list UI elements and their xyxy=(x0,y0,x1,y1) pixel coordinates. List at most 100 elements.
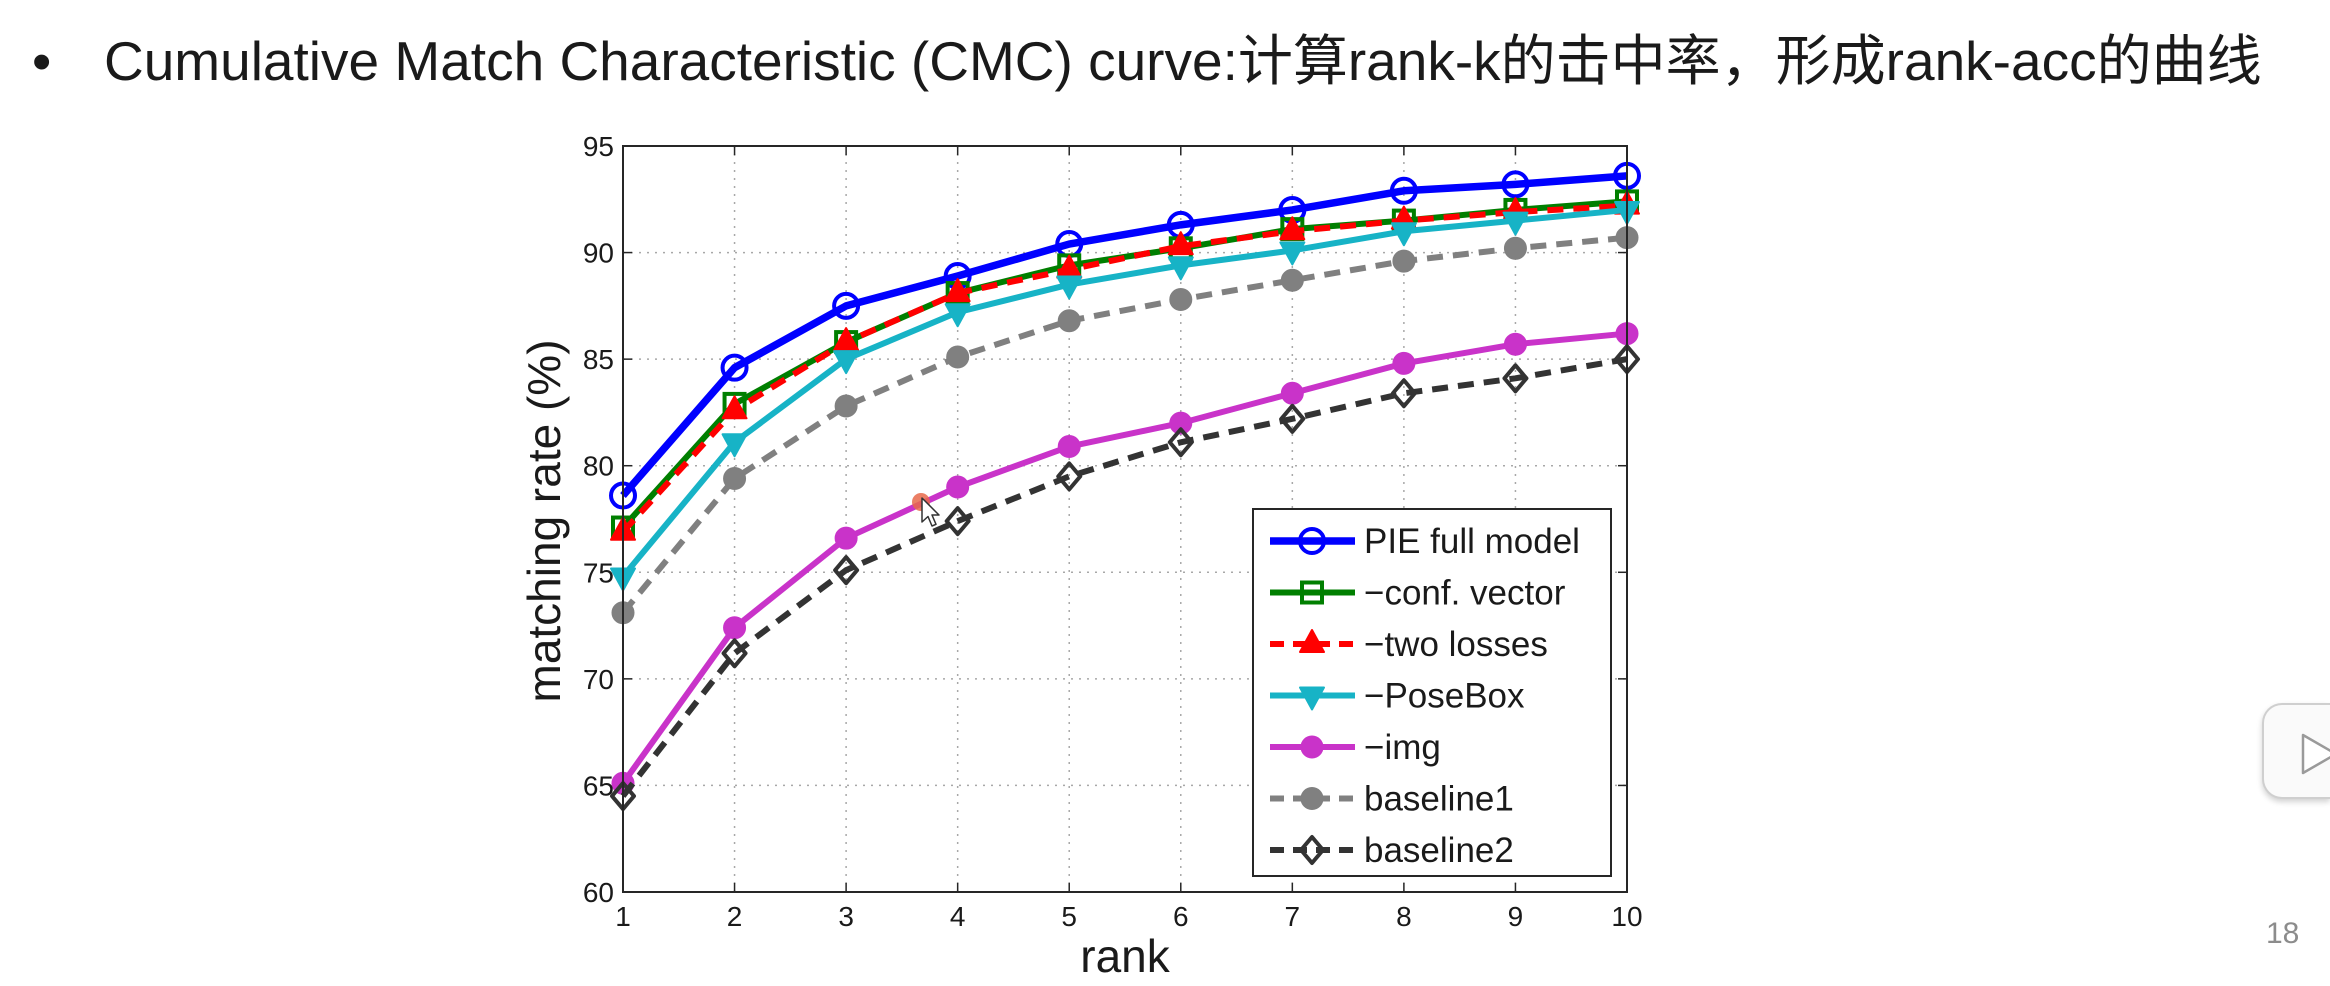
y-tick-label: 85 xyxy=(583,344,614,375)
slide-title: Cumulative Match Characteristic (CMC) cu… xyxy=(104,30,2262,92)
series-3 xyxy=(610,190,1640,541)
legend-label: −img xyxy=(1364,728,1441,767)
y-tick-label: 75 xyxy=(583,557,614,588)
legend-entry-6: baseline1 xyxy=(1270,780,1514,819)
series-6-point-2 xyxy=(723,467,747,491)
legend-entry-2: −conf. vector xyxy=(1270,574,1566,613)
series-7-point-9 xyxy=(1502,363,1529,394)
series-6-point-5 xyxy=(1057,309,1081,333)
series-4-point-7 xyxy=(1279,241,1306,266)
legend-swatch-marker xyxy=(1299,686,1325,711)
series-5-point-5 xyxy=(1057,435,1081,459)
series-7-line xyxy=(620,356,1628,798)
series-7-point-3 xyxy=(833,555,860,586)
page-number: 18 xyxy=(2266,917,2300,950)
x-tick-label: 5 xyxy=(1061,901,1077,932)
legend-swatch-marker xyxy=(1300,735,1324,759)
series-5-point-2 xyxy=(723,616,747,640)
cursor-overlay xyxy=(912,493,940,527)
y-tick-label: 60 xyxy=(583,877,614,908)
series-7-point-7 xyxy=(1279,403,1306,434)
legend: PIE full model −conf. vector −two losses −P… xyxy=(1252,508,1612,877)
series-2 xyxy=(611,189,1639,540)
y-tick-label: 65 xyxy=(583,770,614,801)
series-4-point-9 xyxy=(1502,211,1529,236)
arrow-cursor-icon xyxy=(921,497,940,527)
series-1-line xyxy=(620,172,1628,499)
legend-label: baseline1 xyxy=(1364,780,1514,819)
x-tick-label: 6 xyxy=(1173,901,1189,932)
x-tick-labels: 1 2 3 4 5 6 7 8 9 10 xyxy=(615,901,1642,932)
series-2-line xyxy=(620,198,1628,530)
x-tick-label: 7 xyxy=(1285,901,1301,932)
series-3-point-7 xyxy=(1279,216,1306,241)
series-7-point-6 xyxy=(1167,427,1194,458)
series-4-line xyxy=(620,206,1628,579)
series-4-point-4 xyxy=(944,303,971,328)
x-axis-label: rank xyxy=(1080,930,1170,982)
series-5-line xyxy=(620,330,1628,786)
series-1-point-3 xyxy=(832,291,861,320)
series-3-point-6 xyxy=(1167,231,1194,256)
series-1-point-8 xyxy=(1389,176,1418,205)
series-1-point-2 xyxy=(720,353,749,382)
series-4-point-3 xyxy=(833,350,860,375)
legend-swatch-marker xyxy=(1299,629,1325,653)
x-tick-label: 9 xyxy=(1508,901,1524,932)
legend-label: −PoseBox xyxy=(1364,677,1525,716)
series-3-point-3 xyxy=(833,327,860,352)
series-5-point-9 xyxy=(1503,332,1527,356)
series-4-point-8 xyxy=(1390,222,1417,247)
series-6-point-7 xyxy=(1280,268,1304,292)
x-tick-label: 8 xyxy=(1396,901,1412,932)
legend-entry-7: baseline2 xyxy=(1270,831,1514,870)
series-7-point-4 xyxy=(944,506,971,537)
series-6-point-8 xyxy=(1392,249,1416,273)
bullet: • xyxy=(32,30,52,92)
legend-label: −conf. vector xyxy=(1364,574,1566,613)
y-tick-label: 80 xyxy=(583,451,614,482)
series-5-point-7 xyxy=(1280,381,1304,405)
x-tick-label: 10 xyxy=(1611,901,1642,932)
series-7-point-8 xyxy=(1390,378,1417,409)
y-tick-label: 70 xyxy=(583,664,614,695)
x-tick-label: 2 xyxy=(727,901,743,932)
series-6-point-4 xyxy=(946,345,970,369)
series-6-point-9 xyxy=(1503,236,1527,260)
y-axis-label: matching rate (%) xyxy=(518,339,570,702)
legend-swatch-marker xyxy=(1299,835,1325,865)
series-5-point-4 xyxy=(946,475,970,499)
x-tick-label: 4 xyxy=(950,901,966,932)
series-4-point-6 xyxy=(1167,256,1194,281)
series-1-point-9 xyxy=(1501,170,1530,199)
legend-swatch-marker xyxy=(1298,527,1326,555)
series-4 xyxy=(610,200,1640,592)
legend-label: PIE full model xyxy=(1364,522,1580,561)
series-6-point-6 xyxy=(1169,287,1193,311)
video-play-button[interactable] xyxy=(2262,703,2330,799)
legend-swatch-marker xyxy=(1300,787,1324,810)
series-5-point-6 xyxy=(1169,411,1193,435)
play-icon xyxy=(2301,733,2330,775)
x-tick-label: 3 xyxy=(838,901,854,932)
series-7-point-5 xyxy=(1056,461,1083,492)
series-5-point-8 xyxy=(1392,351,1416,375)
series-4-point-2 xyxy=(721,433,748,458)
y-tick-labels: 60 65 70 75 80 85 90 95 xyxy=(583,131,614,908)
axes-box xyxy=(622,145,1628,893)
legend-entry-1: PIE full model xyxy=(1270,522,1580,561)
y-tick-label: 90 xyxy=(583,238,614,269)
legend-label: baseline2 xyxy=(1364,831,1514,870)
legend-swatch-marker xyxy=(1300,580,1324,605)
legend-entry-5: −img xyxy=(1270,728,1441,767)
series-4-point-5 xyxy=(1056,275,1083,300)
series-6-point-3 xyxy=(834,394,858,418)
series-6-line xyxy=(620,234,1628,615)
y-tick-label: 95 xyxy=(583,131,614,162)
series-3-point-4 xyxy=(944,278,971,303)
legend-entry-3: −two losses xyxy=(1270,625,1548,664)
series-7-point-2 xyxy=(721,638,748,669)
legend-label: −two losses xyxy=(1364,625,1548,664)
series-3-point-2 xyxy=(721,395,748,420)
